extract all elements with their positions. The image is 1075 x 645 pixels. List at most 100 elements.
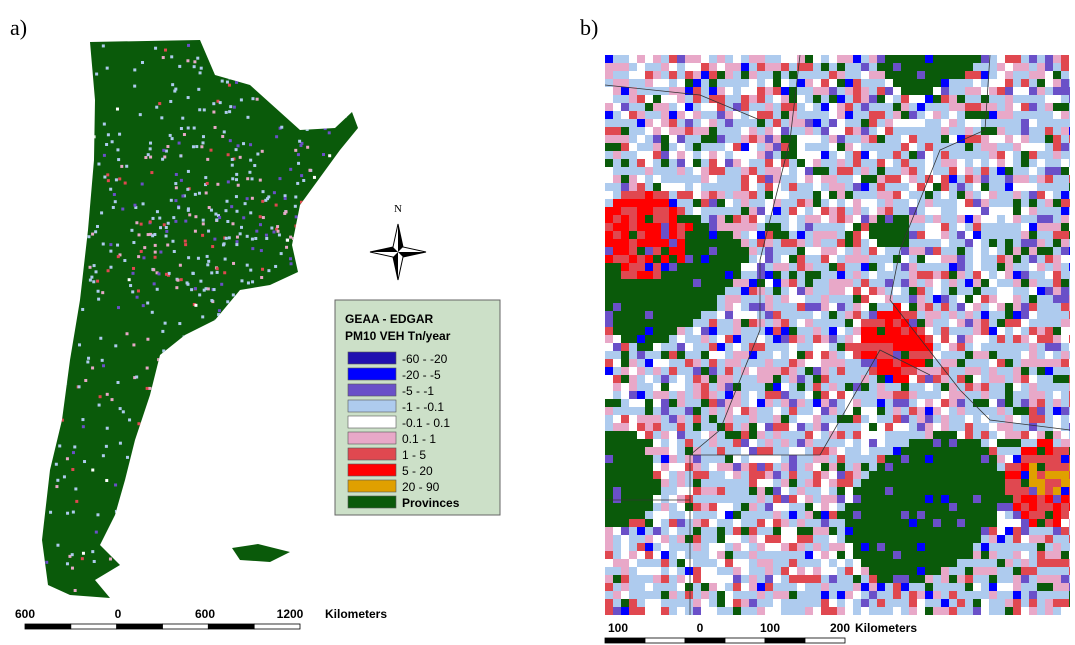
map-cell [893, 223, 901, 231]
map-cell [1069, 103, 1075, 111]
map-cell [242, 142, 245, 145]
map-cell [821, 527, 829, 535]
map-cell [805, 439, 813, 447]
map-cell [845, 599, 853, 607]
map-cell [749, 71, 757, 79]
map-cell [805, 519, 813, 527]
map-cell [1069, 279, 1075, 287]
map-cell [789, 263, 797, 271]
map-cell [661, 399, 669, 407]
map-cell [837, 239, 845, 247]
map-cell [925, 95, 933, 103]
map-cell [1021, 351, 1029, 359]
map-cell [973, 423, 981, 431]
map-cell [973, 103, 981, 111]
map-cell [973, 551, 981, 559]
map-cell [781, 199, 789, 207]
map-cell [933, 335, 941, 343]
map-cell [226, 573, 229, 576]
map-cell [653, 511, 661, 519]
map-cell [813, 431, 821, 439]
map-cell [925, 455, 933, 463]
map-cell [47, 448, 50, 451]
map-cell [324, 65, 327, 68]
map-cell [1013, 175, 1021, 183]
map-cell [329, 424, 332, 427]
map-cell [661, 247, 669, 255]
map-cell [693, 439, 701, 447]
map-cell [661, 551, 669, 559]
map-cell [757, 543, 765, 551]
map-cell [677, 335, 685, 343]
map-cell [169, 392, 172, 395]
map-cell [1069, 399, 1075, 407]
map-cell [773, 223, 781, 231]
map-cell [629, 143, 637, 151]
map-cell [645, 551, 653, 559]
map-cell [749, 335, 757, 343]
map-cell [749, 327, 757, 335]
map-cell [981, 519, 989, 527]
map-cell [261, 294, 264, 297]
map-cell [177, 206, 180, 209]
map-cell [845, 495, 853, 503]
map-cell [781, 111, 789, 119]
map-cell [853, 487, 861, 495]
map-cell [805, 319, 813, 327]
map-cell [973, 527, 981, 535]
map-cell [709, 311, 717, 319]
map-cell [837, 135, 845, 143]
map-cell [797, 543, 805, 551]
map-cell [909, 471, 917, 479]
map-cell [645, 391, 653, 399]
map-cell [717, 391, 725, 399]
map-cell [765, 575, 773, 583]
map-cell [877, 311, 885, 319]
map-cell [1069, 487, 1075, 495]
map-cell [1005, 223, 1013, 231]
map-cell [741, 271, 749, 279]
map-cell [621, 599, 629, 607]
map-cell [949, 471, 957, 479]
map-cell [190, 453, 193, 456]
map-cell [885, 135, 893, 143]
map-cell [154, 47, 157, 50]
map-cell [877, 263, 885, 271]
map-cell [997, 575, 1005, 583]
map-cell [749, 95, 757, 103]
map-cell [829, 519, 837, 527]
map-cell [973, 135, 981, 143]
map-cell [1029, 135, 1037, 143]
map-cell [741, 447, 749, 455]
map-cell [845, 463, 853, 471]
map-cell [300, 471, 303, 474]
map-cell [789, 207, 797, 215]
map-cell [829, 63, 837, 71]
map-cell [933, 327, 941, 335]
map-cell [821, 415, 829, 423]
map-cell [645, 583, 653, 591]
map-cell [725, 455, 733, 463]
map-cell [653, 151, 661, 159]
map-cell [965, 167, 973, 175]
map-cell [1005, 247, 1013, 255]
map-cell [789, 511, 797, 519]
map-cell [917, 111, 925, 119]
map-cell [981, 407, 989, 415]
map-cell [925, 143, 933, 151]
map-cell [1013, 471, 1021, 479]
map-cell [1069, 247, 1075, 255]
map-cell [215, 319, 218, 322]
map-cell [1021, 119, 1029, 127]
map-cell [845, 543, 853, 551]
map-cell [845, 519, 853, 527]
map-cell [765, 215, 773, 223]
map-cell [613, 319, 621, 327]
map-cell [965, 535, 973, 543]
map-cell [303, 57, 306, 60]
map-cell [773, 183, 781, 191]
map-cell [324, 364, 327, 367]
map-cell [925, 335, 933, 343]
map-cell [877, 407, 885, 415]
map-cell [61, 54, 64, 57]
